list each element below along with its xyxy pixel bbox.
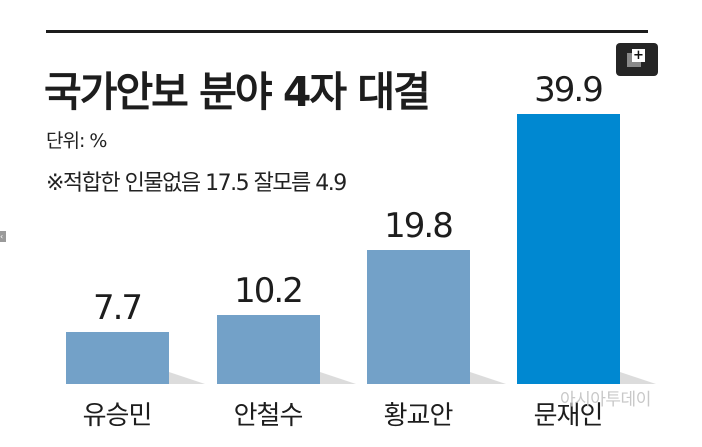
bar-value-label: 39.9 — [534, 70, 604, 110]
bar — [217, 315, 320, 384]
expand-button[interactable]: + — [616, 43, 658, 76]
bar-shadow — [470, 372, 506, 384]
bar — [66, 332, 169, 384]
category-label: 유승민 — [82, 401, 153, 431]
chart-title: 국가안보 분야 4자 대결 — [44, 68, 431, 116]
chevron-left-icon[interactable]: ‹ — [0, 231, 6, 242]
chart-note: ※적합한 인물없음 17.5 잘모름 4.9 — [46, 171, 347, 196]
watermark: 아시아투데이 — [560, 390, 651, 410]
bar-value-label: 10.2 — [234, 271, 304, 311]
top-rule — [46, 30, 648, 33]
category-label: 안철수 — [233, 401, 304, 431]
bar — [517, 114, 620, 384]
unit-label: 단위: % — [46, 130, 107, 152]
category-label: 문재인 — [533, 401, 604, 431]
bar-shadow — [169, 372, 205, 384]
category-label: 황교안 — [383, 401, 454, 431]
bar-value-label: 7.7 — [92, 288, 143, 328]
bar-shadow — [620, 372, 656, 384]
bar — [367, 250, 470, 384]
bar-value-label: 19.8 — [384, 206, 454, 246]
bar-shadow — [320, 372, 356, 384]
expand-plus-icon: + — [632, 48, 645, 63]
